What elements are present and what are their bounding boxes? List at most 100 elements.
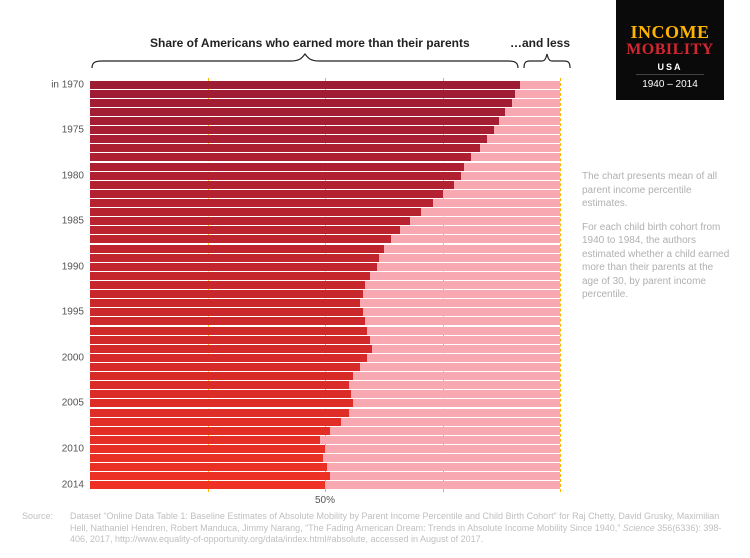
bar-row	[90, 290, 560, 298]
bar-row	[90, 281, 560, 289]
segment-less	[487, 135, 560, 143]
segment-less	[330, 427, 560, 435]
segment-more	[90, 409, 349, 417]
segment-more	[90, 99, 512, 107]
segment-less	[372, 345, 560, 353]
bar-row	[90, 135, 560, 143]
segment-less	[360, 363, 560, 371]
bar-row	[90, 463, 560, 471]
y-tick: 1975	[62, 125, 84, 136]
segment-less	[391, 235, 560, 243]
side-desc-p1: The chart presents mean of all parent in…	[582, 170, 730, 211]
segment-more	[90, 235, 391, 243]
badge-line4: 1940 – 2014	[636, 74, 703, 90]
segment-less	[363, 290, 560, 298]
bar-row	[90, 409, 560, 417]
bar-row	[90, 235, 560, 243]
y-tick: 2014	[62, 480, 84, 491]
segment-less	[320, 436, 560, 444]
segment-less	[365, 281, 560, 289]
bar-row	[90, 454, 560, 462]
badge-line1: INCOME	[622, 22, 718, 43]
bar-row	[90, 481, 560, 489]
segment-more	[90, 208, 421, 216]
segment-more	[90, 454, 323, 462]
segment-more	[90, 463, 327, 471]
segment-more	[90, 263, 377, 271]
segment-more	[90, 418, 341, 426]
segment-more	[90, 199, 433, 207]
segment-less	[512, 99, 560, 107]
segment-more	[90, 163, 464, 171]
segment-more	[90, 308, 363, 316]
segment-less	[351, 390, 560, 398]
side-desc-p2: For each child birth cohort from 1940 to…	[582, 221, 730, 302]
y-tick: 2005	[62, 398, 84, 409]
bar-row	[90, 117, 560, 125]
segment-more	[90, 399, 353, 407]
segment-less	[330, 472, 560, 480]
segment-more	[90, 135, 487, 143]
bar-row	[90, 272, 560, 280]
segment-more	[90, 90, 515, 98]
segment-less	[400, 226, 560, 234]
segment-more	[90, 181, 454, 189]
segment-more	[90, 217, 410, 225]
source-footer: Source: Dataset “Online Data Table 1: Ba…	[22, 511, 732, 546]
y-tick: 1990	[62, 261, 84, 272]
header-labels: Share of Americans who earned more than …	[90, 36, 560, 70]
segment-less	[410, 217, 560, 225]
segment-less	[353, 372, 560, 380]
segment-less	[505, 108, 560, 116]
segment-more	[90, 481, 325, 489]
segment-less	[325, 481, 560, 489]
bar-row	[90, 153, 560, 161]
bar-row	[90, 472, 560, 480]
segment-less	[360, 299, 560, 307]
badge-line2: MOBILITY	[622, 41, 718, 59]
segment-more	[90, 290, 363, 298]
bracket-more-icon	[90, 52, 520, 70]
bar-row	[90, 126, 560, 134]
segment-more	[90, 144, 480, 152]
segment-more	[90, 272, 370, 280]
bar-row	[90, 199, 560, 207]
bar-row	[90, 99, 560, 107]
bar-row	[90, 108, 560, 116]
bar-row	[90, 190, 560, 198]
mobility-chart: in 1970197519801985199019952000200520102…	[44, 80, 560, 490]
segment-more	[90, 345, 372, 353]
bar-row	[90, 445, 560, 453]
segment-more	[90, 254, 379, 262]
segment-more	[90, 336, 370, 344]
side-description: The chart presents mean of all parent in…	[582, 170, 730, 312]
segment-more	[90, 108, 505, 116]
segment-less	[367, 327, 560, 335]
bar-row	[90, 363, 560, 371]
bar-row	[90, 327, 560, 335]
source-body: Dataset “Online Data Table 1: Baseline E…	[70, 511, 732, 546]
segment-less	[367, 354, 560, 362]
bar-row	[90, 418, 560, 426]
segment-less	[464, 163, 560, 171]
bar-row	[90, 90, 560, 98]
bar-row	[90, 317, 560, 325]
segment-more	[90, 126, 494, 134]
segment-less	[327, 463, 560, 471]
segment-more	[90, 172, 461, 180]
segment-less	[494, 126, 560, 134]
segment-less	[365, 317, 560, 325]
segment-more	[90, 390, 351, 398]
y-tick: 1995	[62, 307, 84, 318]
bar-row	[90, 354, 560, 362]
bar-row	[90, 381, 560, 389]
title-badge: INCOME MOBILITY USA 1940 – 2014	[616, 0, 724, 100]
segment-more	[90, 299, 360, 307]
segment-less	[363, 308, 560, 316]
bar-row	[90, 263, 560, 271]
bar-row	[90, 217, 560, 225]
segment-more	[90, 317, 365, 325]
bar-row	[90, 181, 560, 189]
segment-more	[90, 117, 499, 125]
segment-less	[421, 208, 560, 216]
